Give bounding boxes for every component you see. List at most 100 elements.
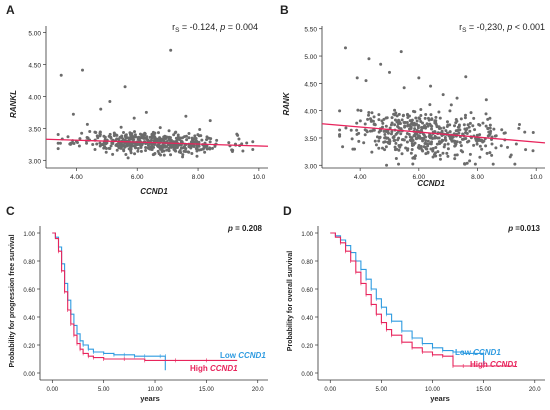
panel-a-point — [68, 142, 71, 145]
panel-a-point — [140, 150, 143, 153]
panel-a-point — [115, 143, 118, 146]
panel-b-point — [428, 103, 431, 106]
panel-b-point — [474, 163, 477, 166]
panel-a-point — [236, 134, 239, 137]
panel-b-point — [373, 123, 376, 126]
panel-a-point — [113, 134, 116, 137]
panel-a-point — [157, 150, 160, 153]
panel-b-point — [382, 141, 385, 144]
panel-b-annotation: rS = -0,230, p < 0.001 — [459, 22, 545, 34]
panel-b-point — [412, 139, 415, 142]
panel-b-point — [374, 140, 377, 143]
panel-a-point — [124, 153, 127, 156]
panel-b-point — [405, 135, 408, 138]
panel-a-point — [78, 144, 81, 147]
panel-a-x-tick-label: 10.0 — [253, 174, 266, 181]
panel-b-point — [430, 140, 433, 143]
panel-b-point — [403, 126, 406, 129]
panel-a-point — [161, 144, 164, 147]
panel-c-y-tick-label: 0.40 — [23, 316, 35, 322]
panel-d-y-tick-label: 0.40 — [301, 316, 313, 322]
panel-b-point — [393, 139, 396, 142]
panel-a-outlier-point — [60, 74, 63, 77]
panel-b-point — [466, 132, 469, 135]
panel-a-point — [145, 135, 148, 138]
panel-b-point — [415, 132, 418, 135]
panel-b-point — [515, 142, 518, 145]
panel-b-point — [377, 140, 380, 143]
panel-b-y-tick-label: 5.50 — [304, 27, 317, 34]
panel-b-point — [338, 135, 341, 138]
panel-a-point — [142, 135, 145, 138]
panel-b-point — [478, 133, 481, 136]
panel-b-point — [431, 150, 434, 153]
panel-b-point — [402, 114, 405, 117]
panel-a-point — [179, 136, 182, 139]
panel-a: A rS = -0.124, p = 0.004 RANKL CCND1 4.0… — [6, 3, 268, 196]
panel-a-point — [136, 150, 139, 153]
panel-a-point — [169, 153, 172, 156]
panel-a-point — [185, 135, 188, 138]
panel-b-point — [353, 148, 356, 151]
panel-b-point — [383, 133, 386, 136]
panel-b-point — [446, 125, 449, 128]
panel-b-point — [464, 116, 467, 119]
panel-a-y-tick-label: 4.50 — [28, 62, 41, 69]
panel-a-point — [187, 151, 190, 154]
panel-b-outlier-point — [429, 85, 432, 88]
panel-b-point — [409, 119, 412, 122]
panel-d-x-label: years — [430, 394, 450, 403]
panel-a-point — [196, 145, 199, 148]
panel-b-point — [385, 125, 388, 128]
panel-b-y-tick-label: 4.50 — [304, 81, 317, 88]
panel-d-x-tick-label: 10.00 — [425, 387, 441, 393]
panel-b-point — [423, 134, 426, 137]
panel-a-point — [198, 148, 201, 151]
panel-a-point — [203, 151, 206, 154]
panel-a-point — [134, 146, 137, 149]
panel-b-outlier-point — [464, 75, 467, 78]
panel-b-point — [423, 142, 426, 145]
panel-b-point — [449, 136, 452, 139]
panel-b-point — [362, 141, 365, 144]
panel-b-point — [417, 146, 420, 149]
panel-b-point — [446, 120, 449, 123]
panel-a-point — [157, 131, 160, 134]
panel-a-point — [127, 137, 130, 140]
panel-b-point — [421, 122, 424, 125]
panel-b-point — [377, 118, 380, 121]
panel-b-point — [415, 137, 418, 140]
panel-b-point — [444, 129, 447, 132]
panel-a-point — [152, 146, 155, 149]
panel-b-point — [439, 158, 442, 161]
panel-b-y-label: RANK — [282, 91, 291, 115]
panel-d-curve-low — [330, 233, 483, 365]
panel-b-point — [472, 117, 475, 120]
panel-a-point — [200, 139, 203, 142]
panel-b-point — [466, 162, 469, 165]
panel-b-point — [448, 130, 451, 133]
panel-a-point — [110, 144, 113, 147]
panel-a-point — [145, 138, 148, 141]
panel-b-point — [403, 138, 406, 141]
panel-a-point — [134, 135, 137, 138]
panel-d-x-tick-label: 15.00 — [476, 387, 492, 393]
panel-b-point — [355, 122, 358, 125]
panel-b-point — [403, 121, 406, 124]
panel-b-point — [492, 163, 495, 166]
panel-b-point — [486, 118, 489, 121]
panel-b-point — [406, 113, 409, 116]
panel-b-point — [344, 126, 347, 129]
panel-b-point — [338, 129, 341, 132]
panel-b-point — [350, 129, 353, 132]
panel-a-outlier-point — [209, 119, 212, 122]
panel-b-point — [476, 143, 479, 146]
panel-b-point — [485, 112, 488, 115]
panel-b-point — [460, 117, 463, 120]
panel-b-point — [469, 153, 472, 156]
panel-b-point — [397, 149, 400, 152]
panel-b-outlier-point — [403, 86, 406, 89]
panel-a-point — [100, 143, 103, 146]
panel-b-point — [453, 157, 456, 160]
panel-b-point — [396, 114, 399, 117]
